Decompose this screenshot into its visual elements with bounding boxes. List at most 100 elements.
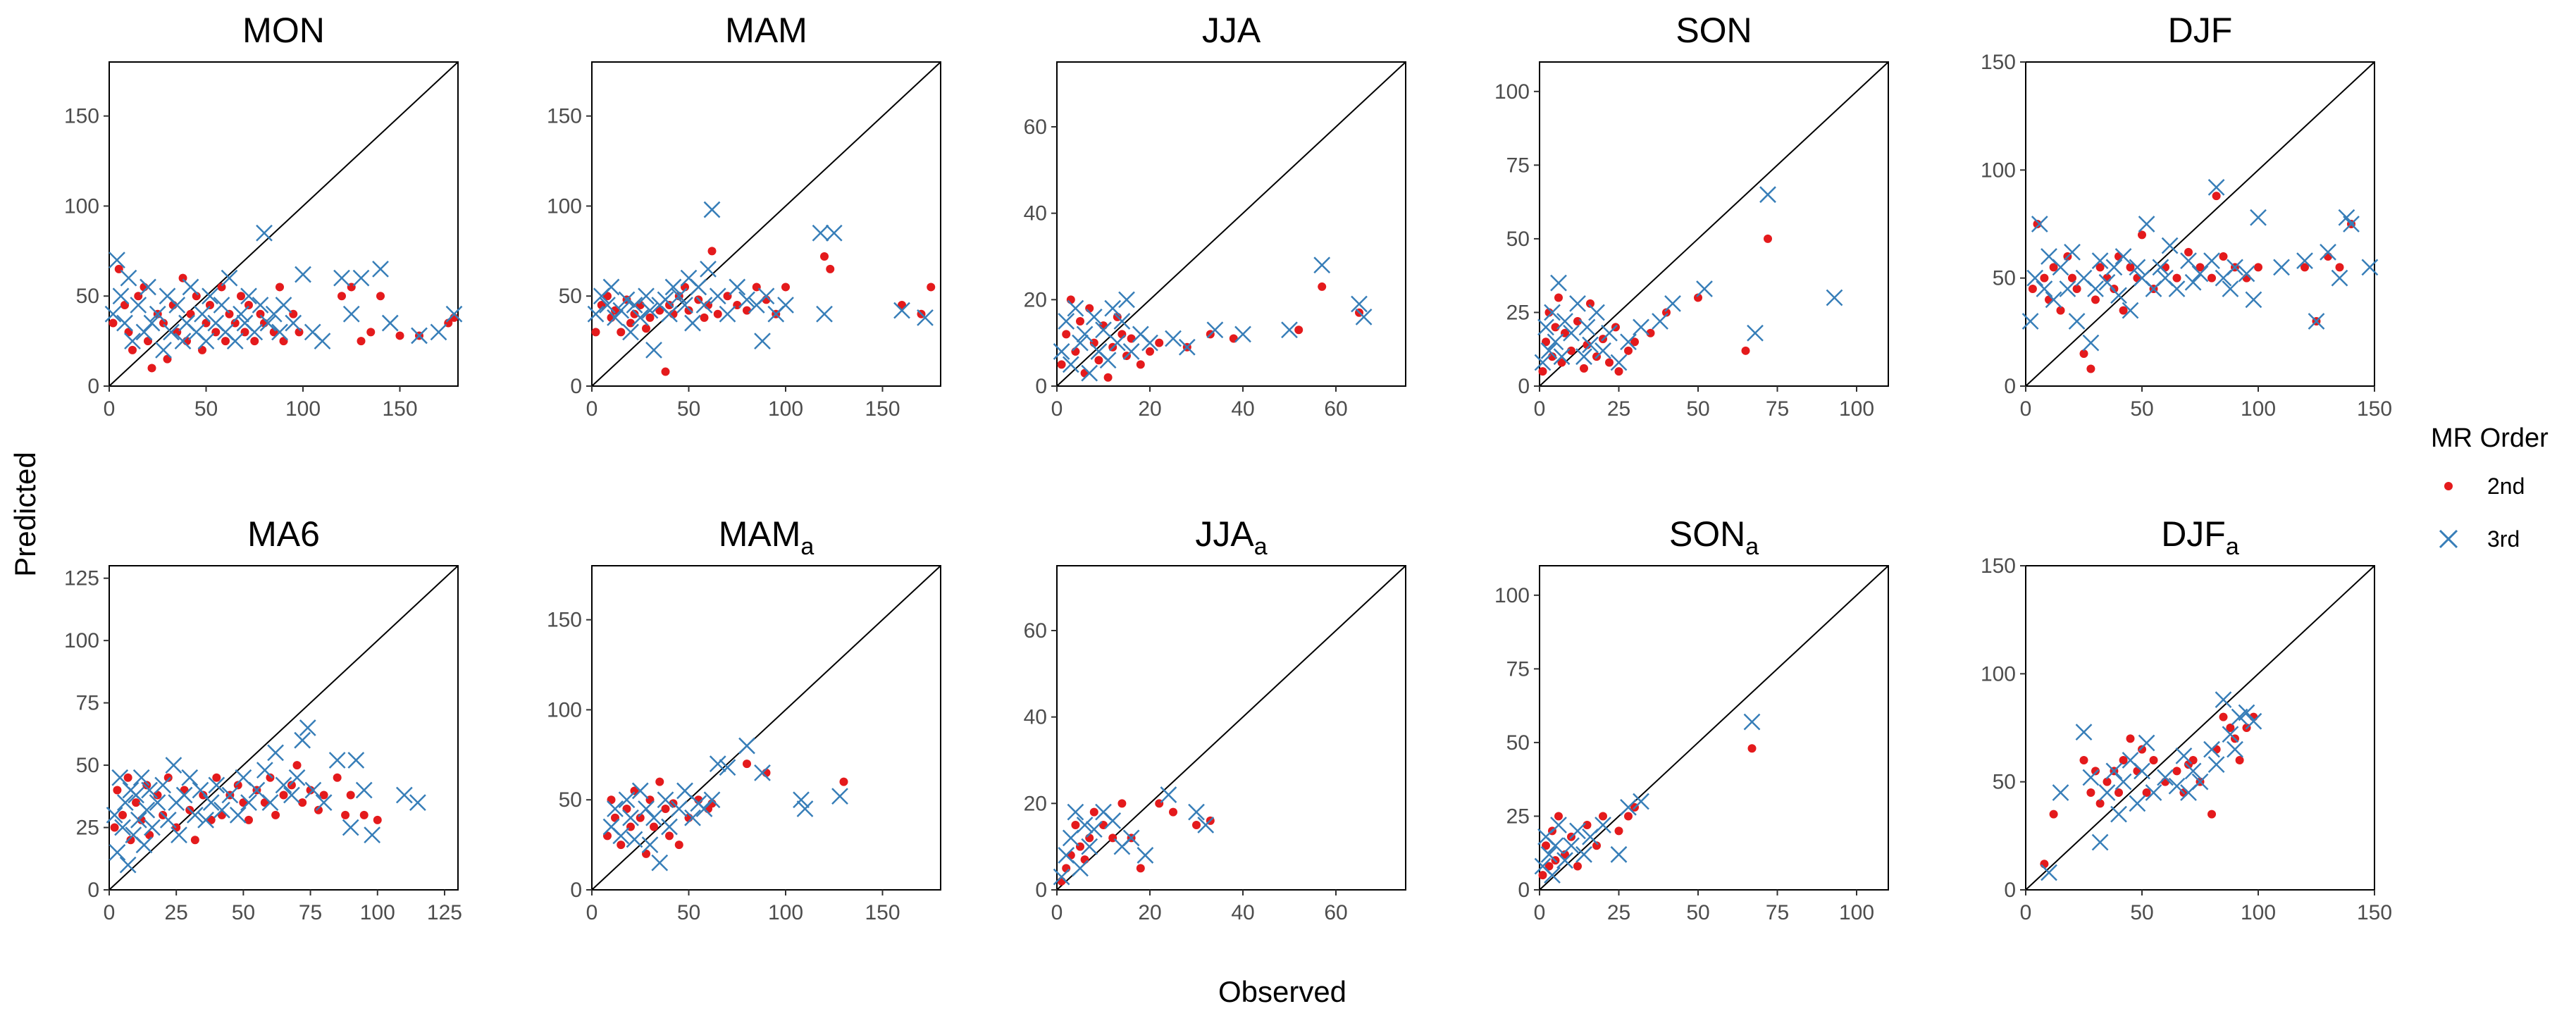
point-3rd [2114,248,2132,265]
point-3rd [2110,287,2127,304]
x-tick-label: 50 [1686,901,1709,924]
point-3rd [1575,348,1592,366]
panel-frame [2025,565,2375,891]
point-2nd [2226,724,2235,732]
point-3rd [128,786,144,804]
point-3rd [259,314,277,332]
point-3rd [246,323,264,341]
point-3rd [645,809,662,826]
point-3rd [111,769,129,786]
point-3rd [796,800,814,817]
panel-title-MAMa: MAMa [719,514,815,560]
point-3rd [645,342,662,359]
point-3rd [1540,845,1558,863]
point-2nd [1554,293,1563,302]
panel-title-main: MON [242,11,325,50]
point-3rd [1188,803,1205,821]
point-3rd [2082,334,2100,352]
point-3rd [661,818,678,836]
point-3rd [119,856,137,874]
point-2nd [1076,317,1084,326]
point-3rd [1569,822,1586,840]
point-3rd [1137,847,1154,864]
point-3rd [2203,252,2220,270]
point-2nd [1192,821,1201,829]
point-2nd [2126,734,2135,743]
point-2nd [630,786,639,795]
point-2nd [250,337,259,346]
point-3rd [2138,734,2155,752]
point-3rd [124,333,141,349]
point-2nd [2161,777,2169,786]
point-3rd [1197,817,1215,833]
point-3rd [2087,280,2104,297]
point-3rd [1556,313,1573,330]
point-3rd [2129,795,2146,812]
point-2nd [142,781,151,790]
point-3rd [1594,817,1611,833]
point-3rd [295,266,311,283]
y-tick-label: 25 [1506,301,1530,324]
point-2nd [1538,871,1547,880]
panel-title-DJFa: DJFa [2161,514,2239,560]
point-3rd [194,305,211,323]
point-3rd [1556,852,1573,869]
y-tick-label: 20 [1024,288,1047,311]
point-3rd [1550,817,1567,833]
point-3rd [275,776,292,794]
point-3rd [2036,280,2053,297]
x-tick-label: 60 [1324,397,1347,421]
point-3rd [267,744,284,762]
point-3rd [2129,259,2146,276]
point-3rd [812,224,829,242]
identity-line [2025,565,2375,891]
point-2nd [1542,841,1550,850]
point-2nd [2207,810,2216,819]
point-2nd [298,798,307,807]
point-3rd [2222,280,2239,297]
identity-line [2025,61,2375,387]
point-3rd [1610,354,1628,371]
point-3rd [116,794,134,812]
point-2nd [2086,788,2095,797]
point-3rd [1747,324,1764,342]
point-3rd [2168,280,2186,297]
point-3rd [754,764,771,781]
point-2nd [1573,862,1582,871]
point-2nd [1057,876,1066,886]
x-tick-label: 100 [2241,397,2276,421]
point-3rd [283,786,300,804]
point-3rd [2026,269,2044,287]
point-2nd [2142,788,2151,797]
x-tick-label: 125 [427,901,462,924]
point-3rd [174,333,192,349]
point-3rd [757,287,775,305]
legend-entry-2nd: 2nd [2444,473,2525,499]
point-2nd [1057,360,1066,369]
point-3rd [1081,364,1098,382]
point-3rd [738,737,755,755]
point-3rd [135,836,153,854]
point-3rd [1537,318,1554,336]
point-3rd [684,809,701,826]
y-tick-label: 0 [87,879,99,902]
point-3rd [347,752,365,769]
point-2nd [178,273,187,283]
point-3rd [213,297,230,314]
point-2nd [287,781,296,790]
panel-title-main: MA6 [247,514,320,554]
point-2nd [700,313,709,322]
point-3rd [226,333,244,349]
x-tick-label: 0 [2020,901,2032,924]
x-tick-label: 75 [299,901,322,924]
x-tick-label: 0 [1051,397,1063,421]
point-2nd [1630,337,1639,347]
point-2nd [1557,358,1566,367]
identity-line [109,565,459,891]
panel-title-JJA: JJA [1202,11,1261,50]
point-3rd [690,278,707,296]
point-3rd [1072,860,1089,877]
panel-title-SON: SON [1676,11,1752,50]
point-3rd [1081,838,1098,855]
